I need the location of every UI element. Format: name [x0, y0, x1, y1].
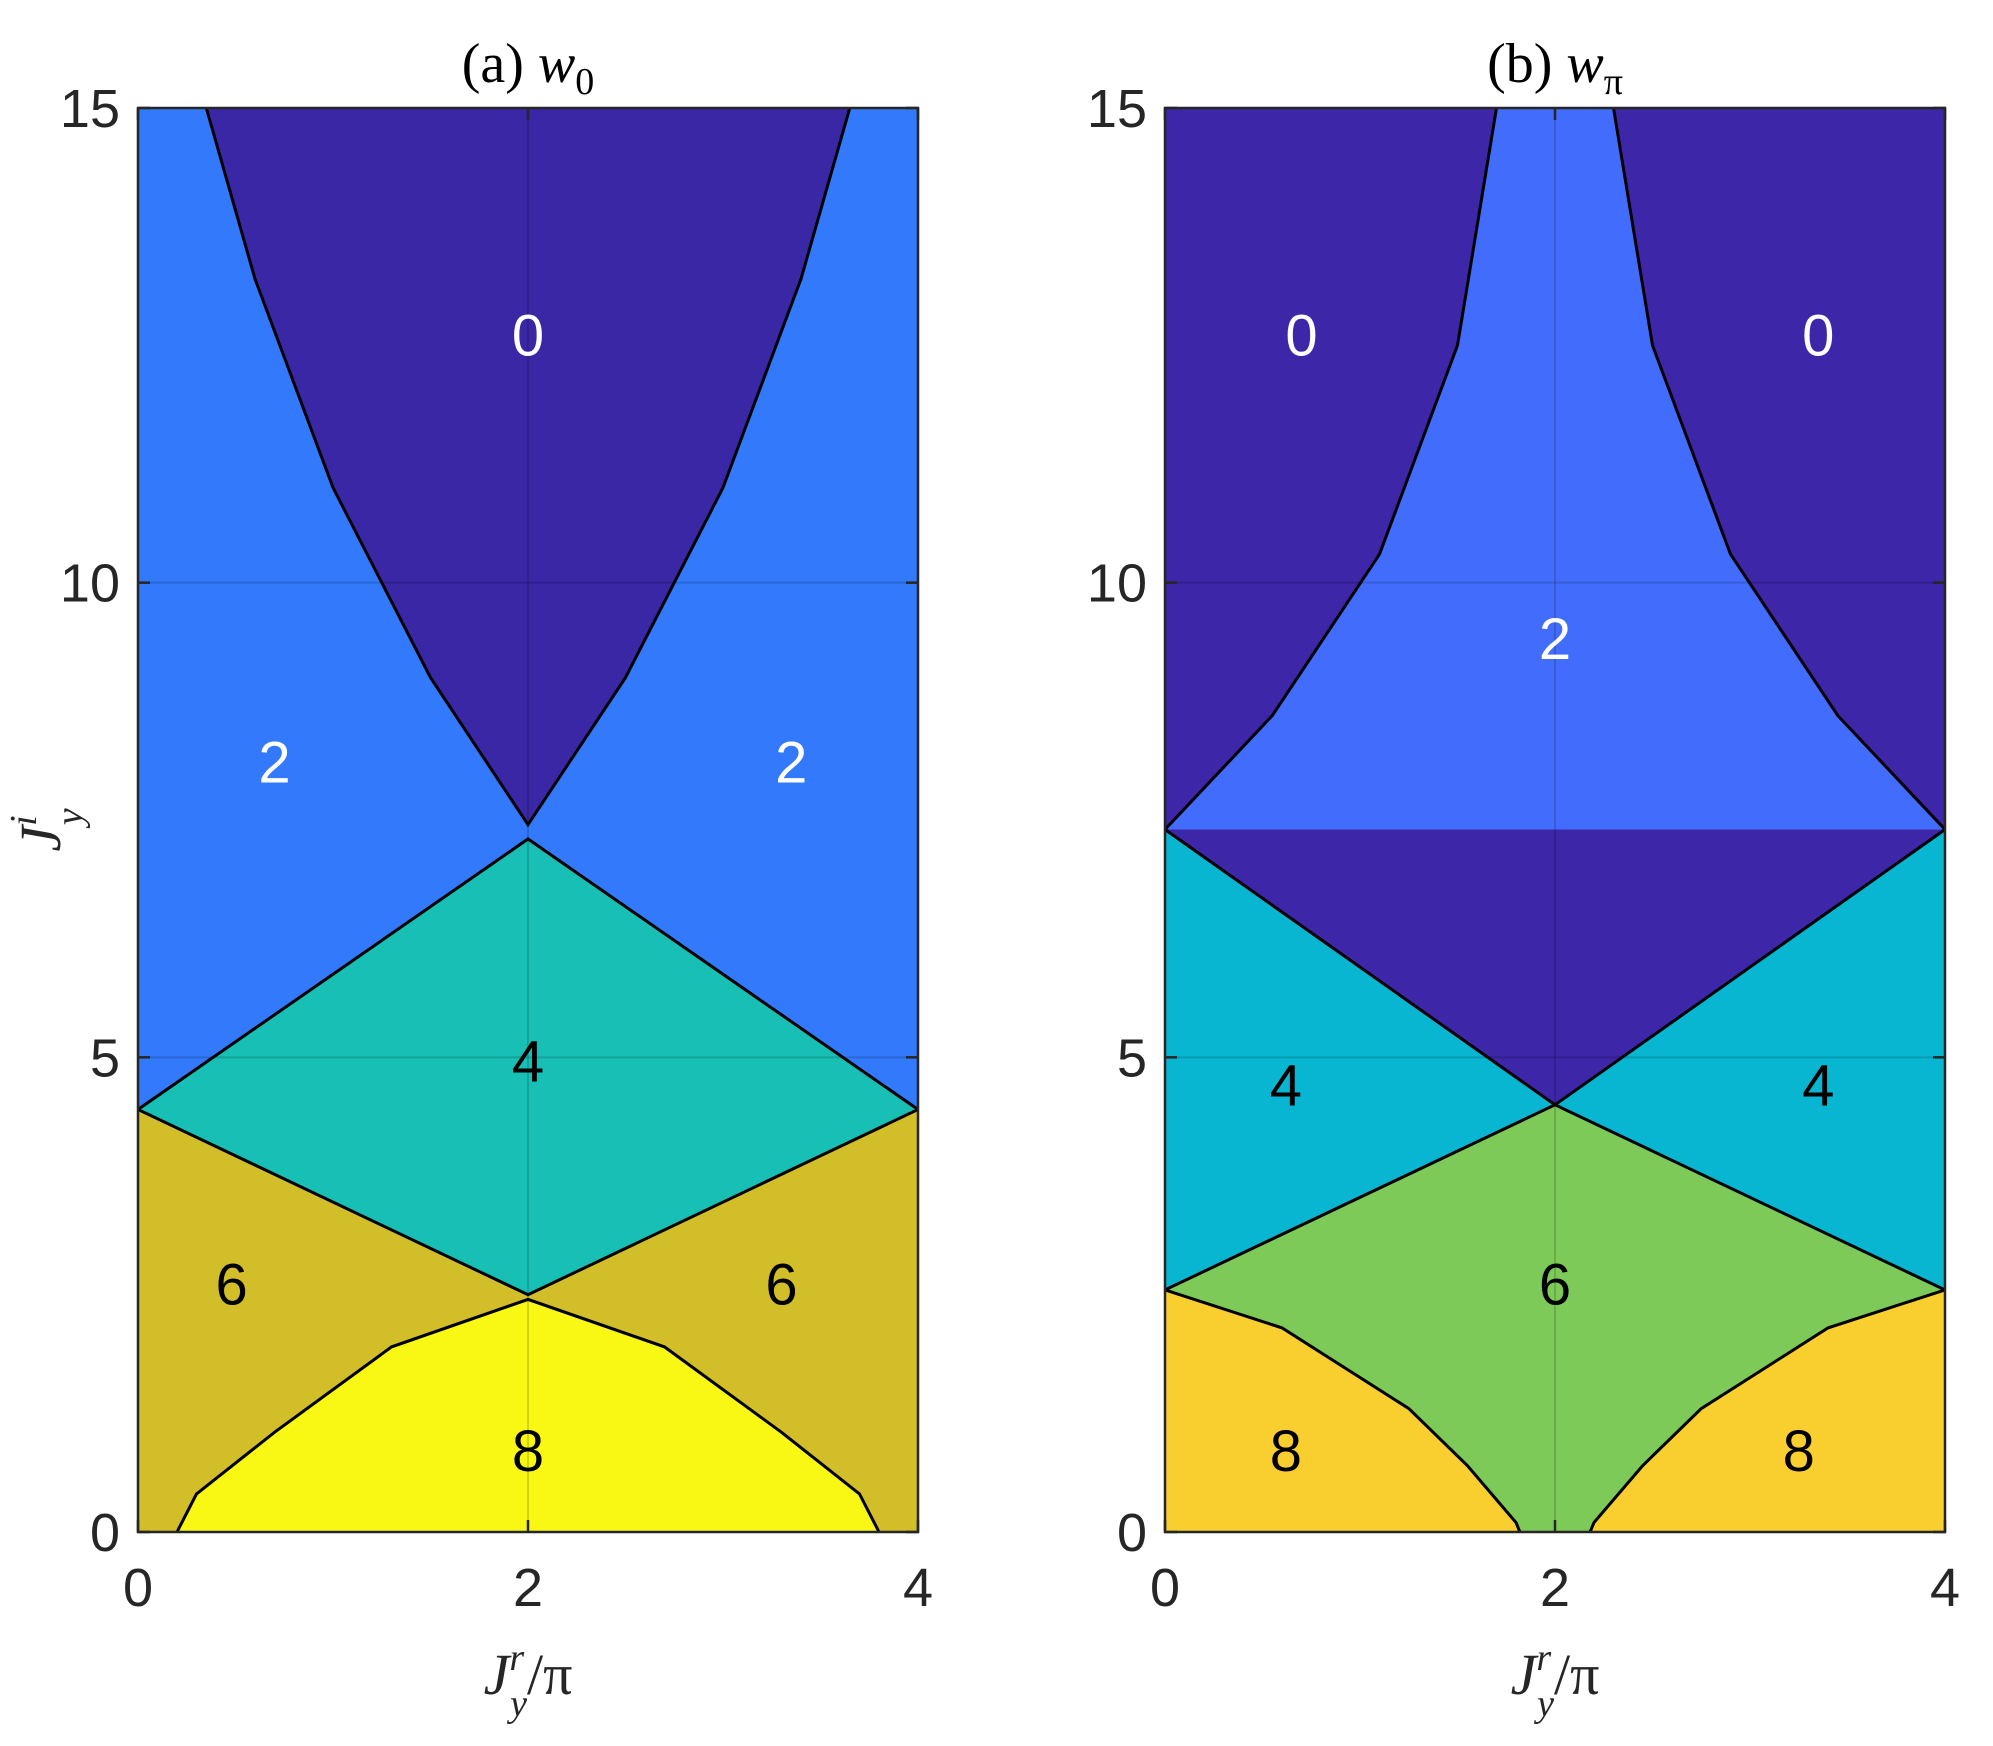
region-label-6: 6	[1539, 1253, 1571, 1318]
y-tick-label: 15	[1087, 79, 1147, 139]
region-label-6: 6	[765, 1253, 797, 1318]
plot-area	[1165, 108, 1945, 1532]
region-8	[177, 1299, 879, 1532]
boundary-lower	[175, 1297, 881, 1532]
title-subscript: π	[1604, 61, 1623, 103]
x-axis-label: Jr y/π	[1511, 1637, 1600, 1725]
region-label-4: 4	[512, 1030, 544, 1095]
xlabel-symbol: J	[484, 1642, 513, 1707]
title-symbol: w	[538, 33, 575, 95]
region-4	[1165, 829, 1945, 1290]
y-tick-label: 10	[1087, 554, 1147, 614]
xlabel-suffix: /π	[527, 1642, 572, 1707]
title-symbol: w	[1566, 33, 1603, 95]
region-label-8: 8	[1270, 1419, 1302, 1484]
region-8-right	[1590, 1289, 1945, 1532]
y-axis-label: Ji y	[3, 808, 91, 851]
boundary-diamond-bottom	[138, 1108, 918, 1297]
region-label-0: 0	[1802, 303, 1834, 368]
y-tick-label: 15	[60, 79, 120, 139]
boundary-lower-diamond	[1165, 1103, 1945, 1292]
xlabel-subscript: y	[1533, 1683, 1554, 1725]
region-8-left	[1165, 1289, 1520, 1532]
xlabel-superscript: r	[509, 1637, 524, 1679]
y-tick-label: 0	[1117, 1503, 1147, 1563]
region-4	[138, 839, 918, 1295]
region-label-8: 8	[1783, 1419, 1815, 1484]
region-label-2: 2	[258, 731, 290, 796]
region-label-4: 4	[1270, 1053, 1302, 1118]
panel-title: (b) wπ	[1487, 33, 1623, 103]
x-axis-label: Jr y/π	[484, 1637, 573, 1725]
region-label-2: 2	[1539, 607, 1571, 672]
xlabel-subscript: y	[506, 1683, 527, 1725]
region-label-0: 0	[1285, 303, 1317, 368]
boundary-bottom-left	[1165, 1288, 1522, 1532]
y-tick-label: 5	[1117, 1028, 1147, 1088]
y-tick-label: 5	[90, 1028, 120, 1088]
panel-title: (a) w0	[462, 33, 595, 103]
plot-area	[138, 108, 918, 1532]
boundary-bottom-right	[1588, 1288, 1945, 1532]
boundary-left	[1165, 108, 1498, 831]
region-label-6: 6	[215, 1253, 247, 1318]
boundary-diamond-top	[138, 837, 918, 1111]
region-label-4: 4	[1802, 1053, 1834, 1118]
title-subscript: 0	[575, 61, 594, 103]
region-label-2: 2	[775, 731, 807, 796]
x-tick-label: 4	[903, 1558, 933, 1618]
x-tick-label: 2	[1540, 1558, 1570, 1618]
boundary-upper	[204, 108, 852, 828]
y-tick-label: 0	[90, 1503, 120, 1563]
xlabel-symbol: J	[1511, 1642, 1540, 1707]
ylabel-subscript: y	[49, 808, 91, 829]
x-tick-label: 4	[1930, 1558, 1960, 1618]
x-tick-label: 0	[123, 1558, 153, 1618]
region-0	[206, 108, 850, 825]
y-tick-label: 10	[60, 554, 120, 614]
xlabel-superscript: r	[1536, 1637, 1551, 1679]
ylabel-superscript: i	[3, 815, 45, 826]
x-tick-label: 0	[1150, 1558, 1180, 1618]
xlabel-suffix: /π	[1554, 1642, 1599, 1707]
x-tick-label: 2	[513, 1558, 543, 1618]
ylabel-symbol: J	[8, 823, 73, 852]
region-label-8: 8	[512, 1419, 544, 1484]
title-prefix: (a)	[462, 33, 538, 95]
region-label-0: 0	[512, 303, 544, 368]
title-prefix: (b)	[1487, 33, 1566, 95]
boundary-right	[1612, 108, 1945, 831]
region-2	[1165, 108, 1945, 830]
